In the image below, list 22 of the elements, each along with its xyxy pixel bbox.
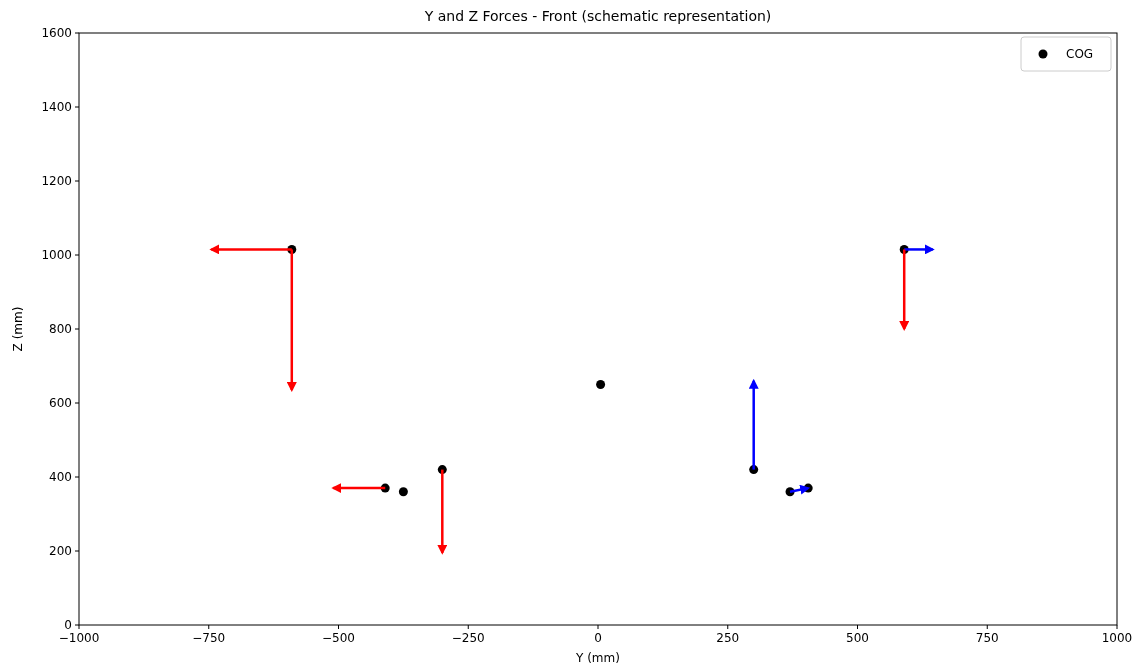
y-tick-label: 1000 [41,248,72,262]
y-tick-label: 200 [49,544,72,558]
y-tick-label: 1400 [41,100,72,114]
x-tick-label: −500 [322,631,355,645]
x-tick-label: −750 [192,631,226,645]
x-tick-label: −250 [451,631,485,645]
x-tick-label: 0 [594,631,602,645]
y-axis-title: Z (mm) [11,306,25,352]
y-tick-label: 0 [64,618,72,632]
x-tick-label: 750 [975,631,999,645]
chart-title: Y and Z Forces - Front (schematic representation) [423,8,772,24]
legend-label: COG [1066,47,1094,61]
y-tick-label: 400 [49,470,72,484]
y-tick-label: 800 [49,322,72,336]
x-tick-label: 500 [846,631,869,645]
y-tick-label: 600 [49,396,72,410]
y-tick-label: 1600 [41,26,72,40]
x-tick-label: −1000 [58,631,100,645]
y-tick-label: 1200 [41,174,72,188]
x-axis-title: Y (mm) [575,651,620,665]
x-tick-label: 250 [716,631,740,645]
x-tick-label: 1000 [1101,631,1133,645]
